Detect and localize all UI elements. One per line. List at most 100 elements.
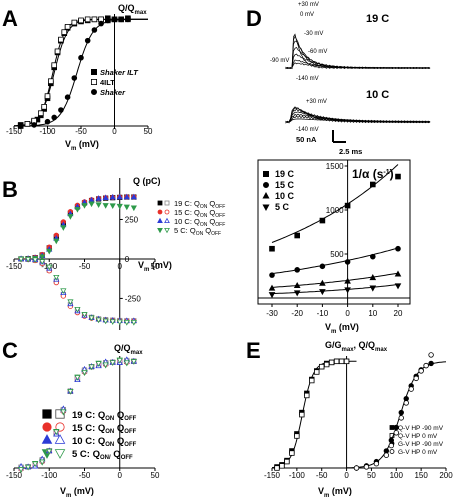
panel-b-legend-marker-on (157, 200, 163, 206)
panel-e-point (274, 465, 280, 471)
panel-b-point-on (102, 203, 109, 209)
panel-b-point-off (60, 288, 67, 294)
panel-b-xaxis-ticklabel: -150 (6, 262, 23, 271)
panel-d-xaxis-ticklabel: -10 (317, 309, 329, 318)
panel-b-legend-marker-off (164, 227, 170, 234)
panel-e-legend-marker (389, 449, 395, 454)
panel-b-point-off (32, 257, 39, 264)
panel-e-legend-label: Q-V HP -90 mV (398, 425, 444, 432)
panel-a-legend-marker (91, 79, 98, 86)
panel-e-xaxis-ticklabel: 50 (367, 471, 376, 480)
panel-c-point (81, 369, 88, 376)
panel-b-yticklabel: 250 (125, 215, 139, 224)
panel-e-xaxis-ticklabel: -100 (289, 471, 306, 480)
panel-a-point (58, 107, 64, 113)
trace-top-annotation: -140 mV (296, 76, 319, 82)
panel-b-point-on (130, 193, 137, 200)
panel-d-point (344, 202, 351, 209)
panel-c-legend-marker-off (54, 449, 66, 459)
panel-b-point-on (67, 214, 74, 220)
trace-bottom-annotation: +30 mV (306, 99, 327, 105)
trace-top-line (285, 62, 431, 70)
panel-b-point-on (130, 205, 137, 212)
panel-a-point (91, 16, 98, 23)
panel-d-legend-marker (262, 181, 269, 188)
panel-c-ylabel: Q/Qmax (114, 343, 143, 356)
panel-b-point-on (88, 201, 95, 208)
panel-b-legend-marker-on (157, 227, 163, 234)
panel-d-legend-label: 5 C (275, 202, 290, 212)
panel-b-xlabel: Vm (mV) (138, 260, 172, 273)
panel-d-point (268, 292, 276, 299)
panel-a-point (41, 104, 47, 110)
panel-d-chart: 1/α (s-1) Vm (mV) 19 C15 C10 C5 C -30 -20… (257, 159, 411, 335)
panel-d-point (344, 277, 351, 284)
panel-a-point (38, 110, 44, 117)
trace-group-bottom: +30 mV -140 mV (285, 99, 431, 133)
panel-a-point (58, 36, 64, 43)
panel-c-point (17, 467, 25, 473)
panel-e-point (428, 360, 434, 367)
panel-e-point (408, 386, 414, 392)
panel-d-point (369, 285, 377, 292)
panel-d-point (369, 181, 376, 188)
panel-d-point (395, 173, 401, 180)
panel-c-point (116, 357, 123, 364)
panel-a-legend-marker (91, 69, 98, 76)
panel-e-point (299, 411, 305, 418)
panel-b-point-off (81, 312, 88, 318)
panel-d-point (344, 287, 351, 294)
panel-e-point (393, 424, 399, 431)
panel-b-xaxis-ticklabel: 50 (151, 262, 160, 271)
panel-e-point (279, 463, 285, 469)
panel-d-ylabel: 1/α (s-1) (352, 167, 394, 181)
panel-b-legend-marker-off (164, 217, 170, 224)
panel-e-point (343, 358, 350, 365)
panel-d-point (394, 270, 402, 277)
panel-d-legend-label: 19 C (275, 169, 295, 179)
panel-c-xaxis-ticklabel: 0 (118, 471, 123, 480)
panel-b-point-off (95, 317, 102, 324)
panel-a-point (61, 29, 68, 35)
panel-e-point (294, 433, 300, 439)
panel-c-point (109, 360, 116, 366)
panel-c-point (46, 448, 53, 455)
panel-label-a: A (2, 6, 18, 31)
panel-b-legend-label: 15 C: QON QOFF (174, 208, 225, 219)
trace-top-annotation: 0 mV (300, 12, 314, 18)
panel-c-legend-marker-on (41, 434, 53, 444)
panel-b-legend-label: 19 C: QON QOFF (174, 199, 225, 210)
panel-d-point (268, 284, 276, 291)
panel-b-point-on (74, 207, 81, 213)
panel-e-legend-label: Q-V HP 0 mV (398, 433, 438, 440)
panel-b-point-off (46, 264, 53, 271)
panel-a-point (111, 16, 118, 23)
panel-e-point (333, 358, 340, 365)
panel-d-point (319, 289, 326, 296)
panel-d-fit (271, 272, 399, 288)
panel-a-legend-label: 4ILT (100, 78, 115, 87)
panel-e-point (363, 464, 370, 470)
panel-e-point (338, 358, 345, 365)
panel-d-point (344, 259, 351, 265)
trace-title-top: 19 C (366, 13, 389, 25)
panel-d-point (293, 281, 301, 289)
panel-c-point (88, 364, 95, 371)
panel-c-point (130, 359, 137, 365)
panel-c-xaxis-ticklabel: -100 (41, 471, 58, 480)
panel-e-point (284, 458, 290, 465)
panel-c-legend-marker-on (42, 409, 52, 419)
panel-b-legend-marker-off (164, 209, 170, 215)
panel-e-xaxis-ticklabel: 0 (344, 471, 349, 480)
panel-e-xlabel: Vm (mV) (318, 486, 352, 499)
panel-d-legend-marker (262, 170, 269, 177)
panel-a-xlabel: Vm (mV) (65, 139, 99, 152)
panel-a-point (44, 93, 51, 99)
panel-d-point (319, 279, 326, 286)
panel-e-xaxis-ticklabel: 200 (439, 471, 453, 480)
panel-a-point (51, 62, 57, 68)
trace-top-annotation: -30 mV (304, 31, 323, 37)
